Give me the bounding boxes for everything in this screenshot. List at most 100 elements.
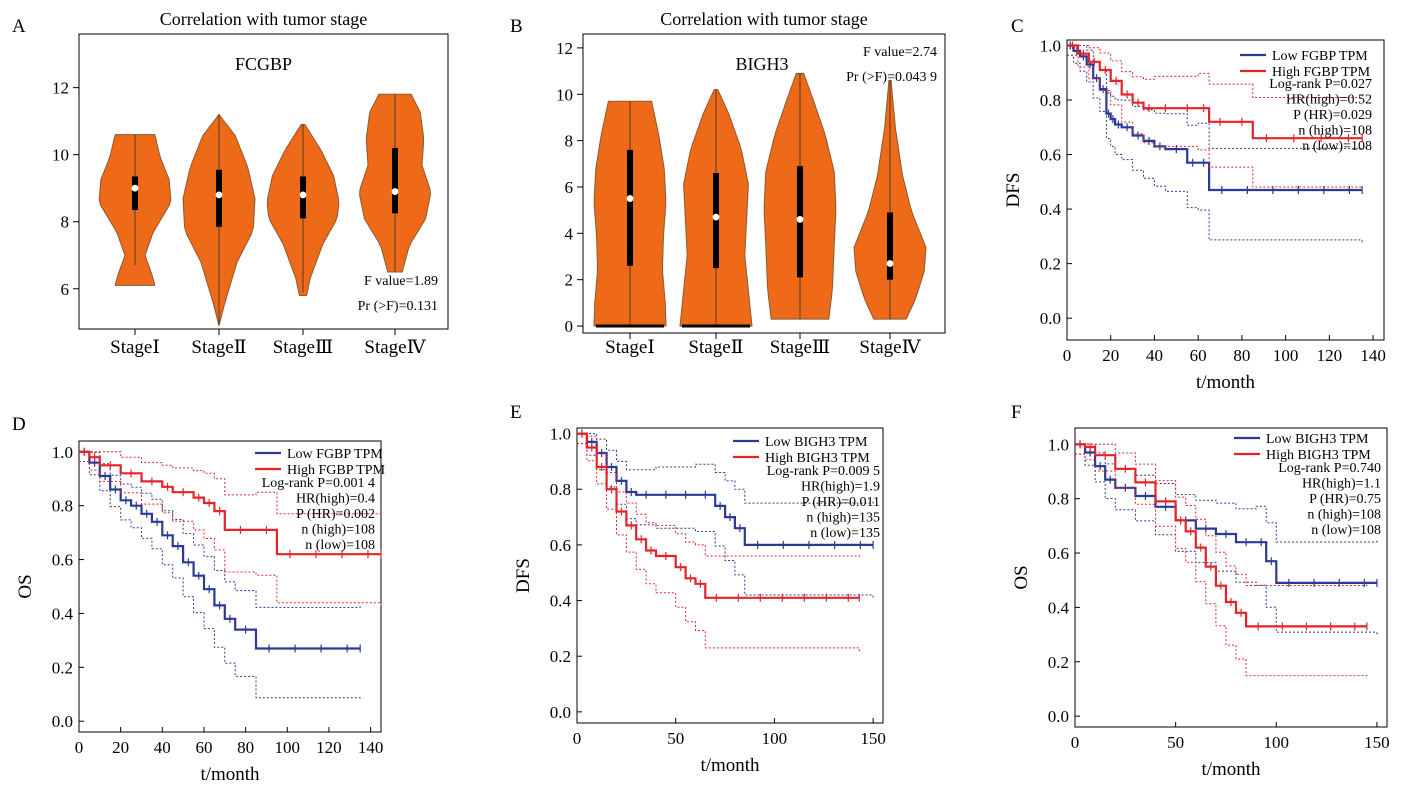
panel-letter: A (12, 16, 26, 37)
y-tick-label: 10 (52, 146, 69, 165)
gene-label: FCGBP (235, 54, 292, 74)
x-tick-label: StageⅡ (688, 337, 743, 358)
y-tick-label: 0.2 (550, 647, 571, 666)
violin-median-point (215, 191, 223, 199)
y-tick-label: 0.4 (52, 604, 74, 623)
ci-upper-line (577, 433, 860, 557)
y-tick-label: 0.0 (1048, 707, 1069, 726)
stat-text: F value=1.89 (364, 274, 438, 289)
stat-text: HR(high)=0.52 (1286, 93, 1372, 108)
y-tick-label: 4 (565, 224, 574, 243)
gene-label: BIGH3 (736, 54, 789, 74)
violin-median-point (626, 195, 634, 202)
plot-frame (1074, 427, 1388, 728)
ci-lower-line (1067, 54, 1363, 243)
plot-frame (78, 440, 382, 733)
panel-F: F 0.0 0.2 0.4 0.6 0.8 1.0 0 50 100 150 t/month OS Low… (1011, 402, 1390, 780)
stat-text: P (HR)=0.75 (1309, 492, 1381, 507)
ci-lower-line (79, 461, 361, 701)
chart-title: Correlation with tumor stage (160, 9, 367, 29)
x-tick-label: 80 (237, 738, 254, 757)
x-tick-label: 0 (1071, 733, 1080, 752)
x-tick-label: StageⅠ (605, 337, 655, 358)
x-tick-label: 150 (1364, 733, 1390, 752)
stat-text: n (high)=108 (1298, 124, 1372, 139)
x-tick-label: 140 (1360, 346, 1386, 365)
panel-D: D 0.0 0.2 0.4 0.6 0.8 1.0 0 20 40 60 80 100 120 140 t/m… (12, 414, 386, 785)
stat-text: n (high)=108 (301, 523, 375, 538)
stat-text: n (high)=108 (1307, 508, 1381, 523)
legend-label: High FGBP TPM (287, 463, 386, 478)
ci-upper-line (577, 433, 874, 504)
panel-letter: C (1011, 16, 1024, 37)
y-tick-label: 0.2 (52, 658, 73, 677)
panel-letter: D (12, 414, 26, 435)
legend-label: High BIGH3 TPM (765, 451, 870, 466)
x-tick-label: 50 (667, 729, 684, 748)
x-axis-title: t/month (1196, 372, 1256, 393)
x-tick-label: StageⅢ (770, 337, 831, 358)
x-axis-title: t/month (200, 764, 260, 785)
stat-text: n (low)=108 (1302, 139, 1372, 154)
y-tick-label: 12 (52, 79, 69, 98)
x-tick-label: 150 (860, 729, 886, 748)
stat-text: Log-rank P=0.001 4 (262, 476, 375, 491)
plot-frame (78, 33, 449, 330)
y-axis-title: DFS (1003, 173, 1024, 208)
ci-lower-line (577, 443, 874, 599)
y-tick-label: 0.6 (52, 551, 73, 570)
x-tick-label: 40 (154, 738, 171, 757)
stat-text: HR(high)=0.4 (296, 492, 375, 507)
legend-label: Low BIGH3 TPM (1266, 432, 1369, 447)
x-tick-label: 140 (358, 738, 384, 757)
plot-frame (576, 427, 884, 724)
violin-iqr-box (627, 149, 633, 266)
stat-text: HR(high)=1.1 (1302, 477, 1381, 492)
y-tick-label: 0.8 (1048, 490, 1069, 509)
x-tick-label: StageⅢ (273, 337, 334, 358)
x-tick-label: StageⅣ (364, 337, 426, 358)
stat-text: Pr (>F)=0.131 (358, 299, 438, 314)
stat-text: n (low)=108 (305, 538, 375, 553)
panel-letter: F (1011, 402, 1022, 423)
y-tick-label: 0.4 (1048, 598, 1070, 617)
panel-C: C 0.0 0.2 0.4 0.6 0.8 1.0 0 20 40 60 80 100 120 140 t/m… (1003, 16, 1386, 393)
stat-text: Log-rank P=0.740 (1278, 461, 1381, 476)
stat-text: n (high)=135 (806, 511, 880, 526)
y-tick-label: 1.0 (1040, 36, 1061, 55)
y-tick-label: 0.8 (1040, 91, 1061, 110)
x-tick-label: 120 (316, 738, 342, 757)
stat-text: Log-rank P=0.027 (1269, 77, 1372, 92)
ci-lower-line (79, 461, 382, 606)
x-tick-label: 80 (1233, 346, 1250, 365)
x-tick-label: 0 (573, 729, 582, 748)
x-tick-label: StageⅣ (859, 337, 921, 358)
x-tick-label: 0 (75, 738, 84, 757)
ci-lower-line (1067, 54, 1363, 191)
x-tick-label: 50 (1167, 733, 1184, 752)
y-axis-title: OS (15, 574, 36, 598)
stat-text: n (low)=135 (810, 526, 880, 541)
x-tick-label: 100 (1273, 346, 1299, 365)
ci-lower-line (1075, 453, 1368, 679)
y-tick-label: 1.0 (550, 425, 571, 444)
stat-text: HR(high)=1.9 (801, 480, 880, 495)
x-tick-label: StageⅠ (110, 337, 160, 358)
panel-B: B Correlation with tumor stage BIGH3 0 2 4 6 8 1… (510, 9, 946, 358)
x-tick-label: 0 (1063, 346, 1072, 365)
legend-label: High FGBP TPM (1272, 65, 1371, 80)
violin-median-point (712, 213, 720, 221)
x-axis-title: t/month (700, 755, 760, 776)
y-tick-label: 1.0 (52, 443, 73, 462)
y-tick-label: 0.6 (1040, 146, 1061, 165)
stat-text: P (HR)=0.011 (802, 495, 880, 510)
panel-letter: B (510, 16, 523, 37)
plot-frame (1066, 39, 1385, 341)
stat-text: Pr (>F)=0.043 9 (846, 70, 937, 85)
violin-median-point (391, 188, 399, 195)
legend-label: Low BIGH3 TPM (765, 435, 868, 450)
panel-letter: E (510, 402, 522, 423)
x-tick-label: 60 (1190, 346, 1207, 365)
y-tick-label: 10 (556, 85, 573, 104)
